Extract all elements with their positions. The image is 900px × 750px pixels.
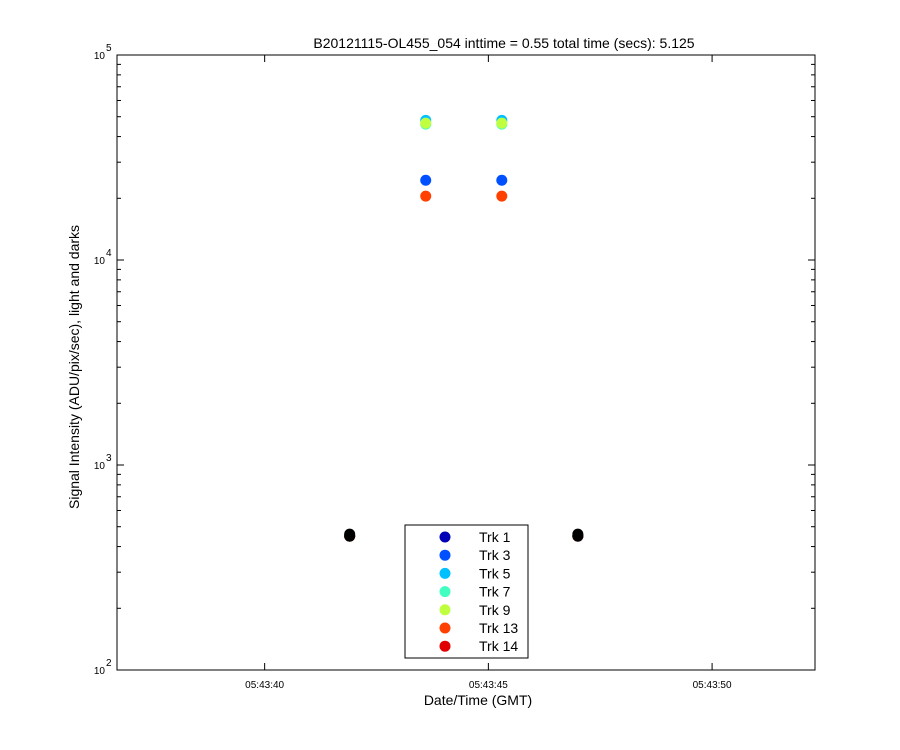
legend-label-trk-3: Trk 3 [479, 547, 511, 563]
y-tick-label-base: 10 [94, 461, 106, 472]
chart-title: B20121115-OL455_054 inttime = 0.55 total… [313, 35, 694, 51]
legend-label-trk-5: Trk 5 [479, 565, 511, 581]
legend-marker-trk-13 [439, 622, 451, 634]
x-tick-label: 05:43:40 [245, 680, 284, 691]
legend: Trk 1 Trk 3 Trk 5 Trk 7 Trk 9 Trk 13 Trk 14 [404, 524, 529, 659]
legend-marker-trk-9 [439, 604, 451, 616]
y-tick-label-base: 10 [94, 666, 106, 677]
legend-label-trk-13: Trk 13 [479, 620, 518, 636]
legend-label-trk-1: Trk 1 [479, 529, 511, 545]
legend-box [404, 524, 529, 659]
x-tick-label: 05:43:45 [469, 680, 508, 691]
legend-marker-trk-7 [439, 586, 451, 598]
legend-marker-trk-5 [439, 567, 451, 579]
x-axis-title: Date/Time (GMT) [424, 692, 532, 708]
legend-label-trk-7: Trk 7 [479, 584, 511, 600]
data-point-trk-9 [496, 117, 508, 129]
legend-marker-trk-3 [439, 549, 451, 561]
x-tick-label: 05:43:50 [693, 680, 732, 691]
data-point-dark [572, 528, 584, 540]
y-tick-label-exponent: 4 [106, 248, 112, 259]
y-tick-label-exponent: 2 [106, 658, 112, 669]
data-point-trk-13 [420, 190, 432, 202]
data-point-trk-3 [420, 174, 432, 186]
data-point-trk-3 [496, 174, 508, 186]
legend-label-trk-14: Trk 14 [479, 638, 518, 654]
data-point-trk-13 [496, 190, 508, 202]
y-tick-label-exponent: 3 [106, 453, 112, 464]
y-axis-title: Signal Intensity (ADU/pix/sec), light an… [66, 225, 82, 509]
data-point-trk-9 [420, 117, 432, 129]
y-tick-label-base: 10 [94, 256, 106, 267]
data-point-dark [344, 528, 356, 540]
legend-label-trk-9: Trk 9 [479, 602, 511, 618]
legend-marker-trk-1 [439, 531, 451, 543]
legend-marker-trk-14 [439, 640, 451, 652]
y-tick-label-exponent: 5 [106, 43, 112, 54]
y-tick-label-base: 10 [94, 51, 106, 62]
